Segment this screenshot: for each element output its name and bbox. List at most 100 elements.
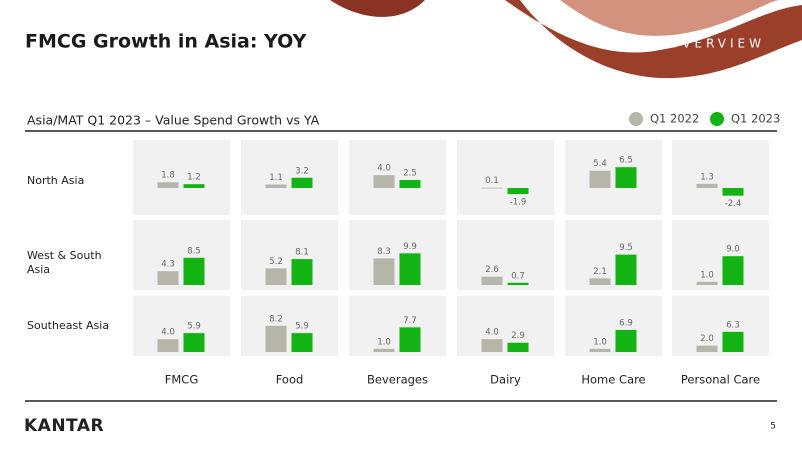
bar xyxy=(696,183,718,188)
bar xyxy=(373,175,395,188)
panel xyxy=(565,140,662,215)
bar xyxy=(291,259,313,285)
bar xyxy=(183,184,205,188)
bar xyxy=(265,268,287,285)
legend-swatch xyxy=(629,112,643,126)
value-label: 1.3 xyxy=(700,172,714,182)
value-label: 7.7 xyxy=(403,316,417,326)
value-label: 1.1 xyxy=(269,173,283,183)
category-label: Food xyxy=(276,373,304,387)
value-label: 6.9 xyxy=(619,318,633,328)
value-label: 0.1 xyxy=(485,176,499,186)
category-label: Dairy xyxy=(490,373,521,387)
value-label: 1.0 xyxy=(700,270,714,280)
panel xyxy=(565,296,662,356)
bar xyxy=(615,167,637,188)
row-label: West & South Asia xyxy=(27,249,102,276)
bar xyxy=(291,177,313,188)
value-label: 4.0 xyxy=(485,328,499,338)
panel xyxy=(133,296,230,356)
bar xyxy=(183,257,205,285)
row-label: Southeast Asia xyxy=(27,319,109,332)
category-label: Home Care xyxy=(581,373,645,387)
section-label: OVERVIEW xyxy=(669,37,765,51)
bar xyxy=(615,254,637,285)
value-label: 4.0 xyxy=(377,164,391,174)
value-label: 3.2 xyxy=(295,166,309,176)
brand: KANTAR xyxy=(24,416,104,436)
bar xyxy=(399,253,421,285)
bar xyxy=(722,331,744,352)
bar xyxy=(399,327,421,352)
page-number: 5 xyxy=(770,422,776,432)
value-label: -2.4 xyxy=(725,199,742,209)
value-label: 1.0 xyxy=(377,337,391,347)
value-label: 2.6 xyxy=(485,265,499,275)
panel xyxy=(457,140,554,215)
bar xyxy=(481,187,503,189)
bar xyxy=(696,281,718,285)
value-label: 5.4 xyxy=(593,159,607,169)
bar xyxy=(615,329,637,352)
value-label: 9.9 xyxy=(403,242,417,252)
bar xyxy=(507,188,529,195)
bar xyxy=(157,182,179,188)
panel xyxy=(565,220,662,290)
value-label: 2.5 xyxy=(403,169,417,179)
panel xyxy=(349,220,446,290)
value-label: 5.9 xyxy=(187,322,201,332)
value-label: 1.0 xyxy=(593,337,607,347)
bar xyxy=(589,170,611,188)
value-label: 6.5 xyxy=(619,156,633,166)
bar xyxy=(589,278,611,285)
panel xyxy=(672,140,769,215)
panel xyxy=(457,296,554,356)
bar xyxy=(265,184,287,188)
value-label: 1.8 xyxy=(161,171,175,181)
legend-label: Q1 2023 xyxy=(731,112,780,126)
value-label: -1.9 xyxy=(510,198,527,208)
bar xyxy=(722,256,744,285)
category-label: FMCG xyxy=(165,373,198,387)
bar xyxy=(399,180,421,188)
panel xyxy=(241,220,338,290)
ribbon xyxy=(330,0,425,17)
value-label: 0.7 xyxy=(511,271,525,281)
bar xyxy=(507,282,529,285)
value-label: 2.9 xyxy=(511,331,525,341)
value-label: 8.1 xyxy=(295,248,309,258)
row-label: North Asia xyxy=(27,174,84,187)
ribbon xyxy=(505,0,802,79)
value-label: 1.2 xyxy=(187,173,201,183)
bar xyxy=(481,276,503,285)
value-label: 5.2 xyxy=(269,257,283,267)
legend-swatch xyxy=(710,112,724,126)
value-label: 2.1 xyxy=(593,267,607,277)
value-label: 4.0 xyxy=(161,328,175,338)
bar xyxy=(291,333,313,352)
value-label: 8.5 xyxy=(187,246,201,256)
panel xyxy=(241,140,338,215)
bar xyxy=(696,345,718,352)
bar xyxy=(507,342,529,352)
panel xyxy=(349,296,446,356)
panel xyxy=(241,296,338,356)
value-label: 6.3 xyxy=(726,320,740,330)
bar xyxy=(183,333,205,352)
bar xyxy=(265,325,287,352)
ribbon xyxy=(560,0,780,36)
value-label: 8.3 xyxy=(377,247,391,257)
value-label: 8.2 xyxy=(269,314,283,324)
value-label: 5.9 xyxy=(295,322,309,332)
bar xyxy=(157,339,179,352)
panel xyxy=(457,220,554,290)
bar xyxy=(589,348,611,352)
panel xyxy=(133,140,230,215)
bar xyxy=(481,339,503,352)
chart-title: Asia/MAT Q1 2023 – Value Spend Growth vs… xyxy=(27,113,320,128)
bar xyxy=(373,258,395,285)
bar xyxy=(373,348,395,352)
legend-label: Q1 2022 xyxy=(650,112,699,126)
value-label: 4.3 xyxy=(161,260,175,270)
